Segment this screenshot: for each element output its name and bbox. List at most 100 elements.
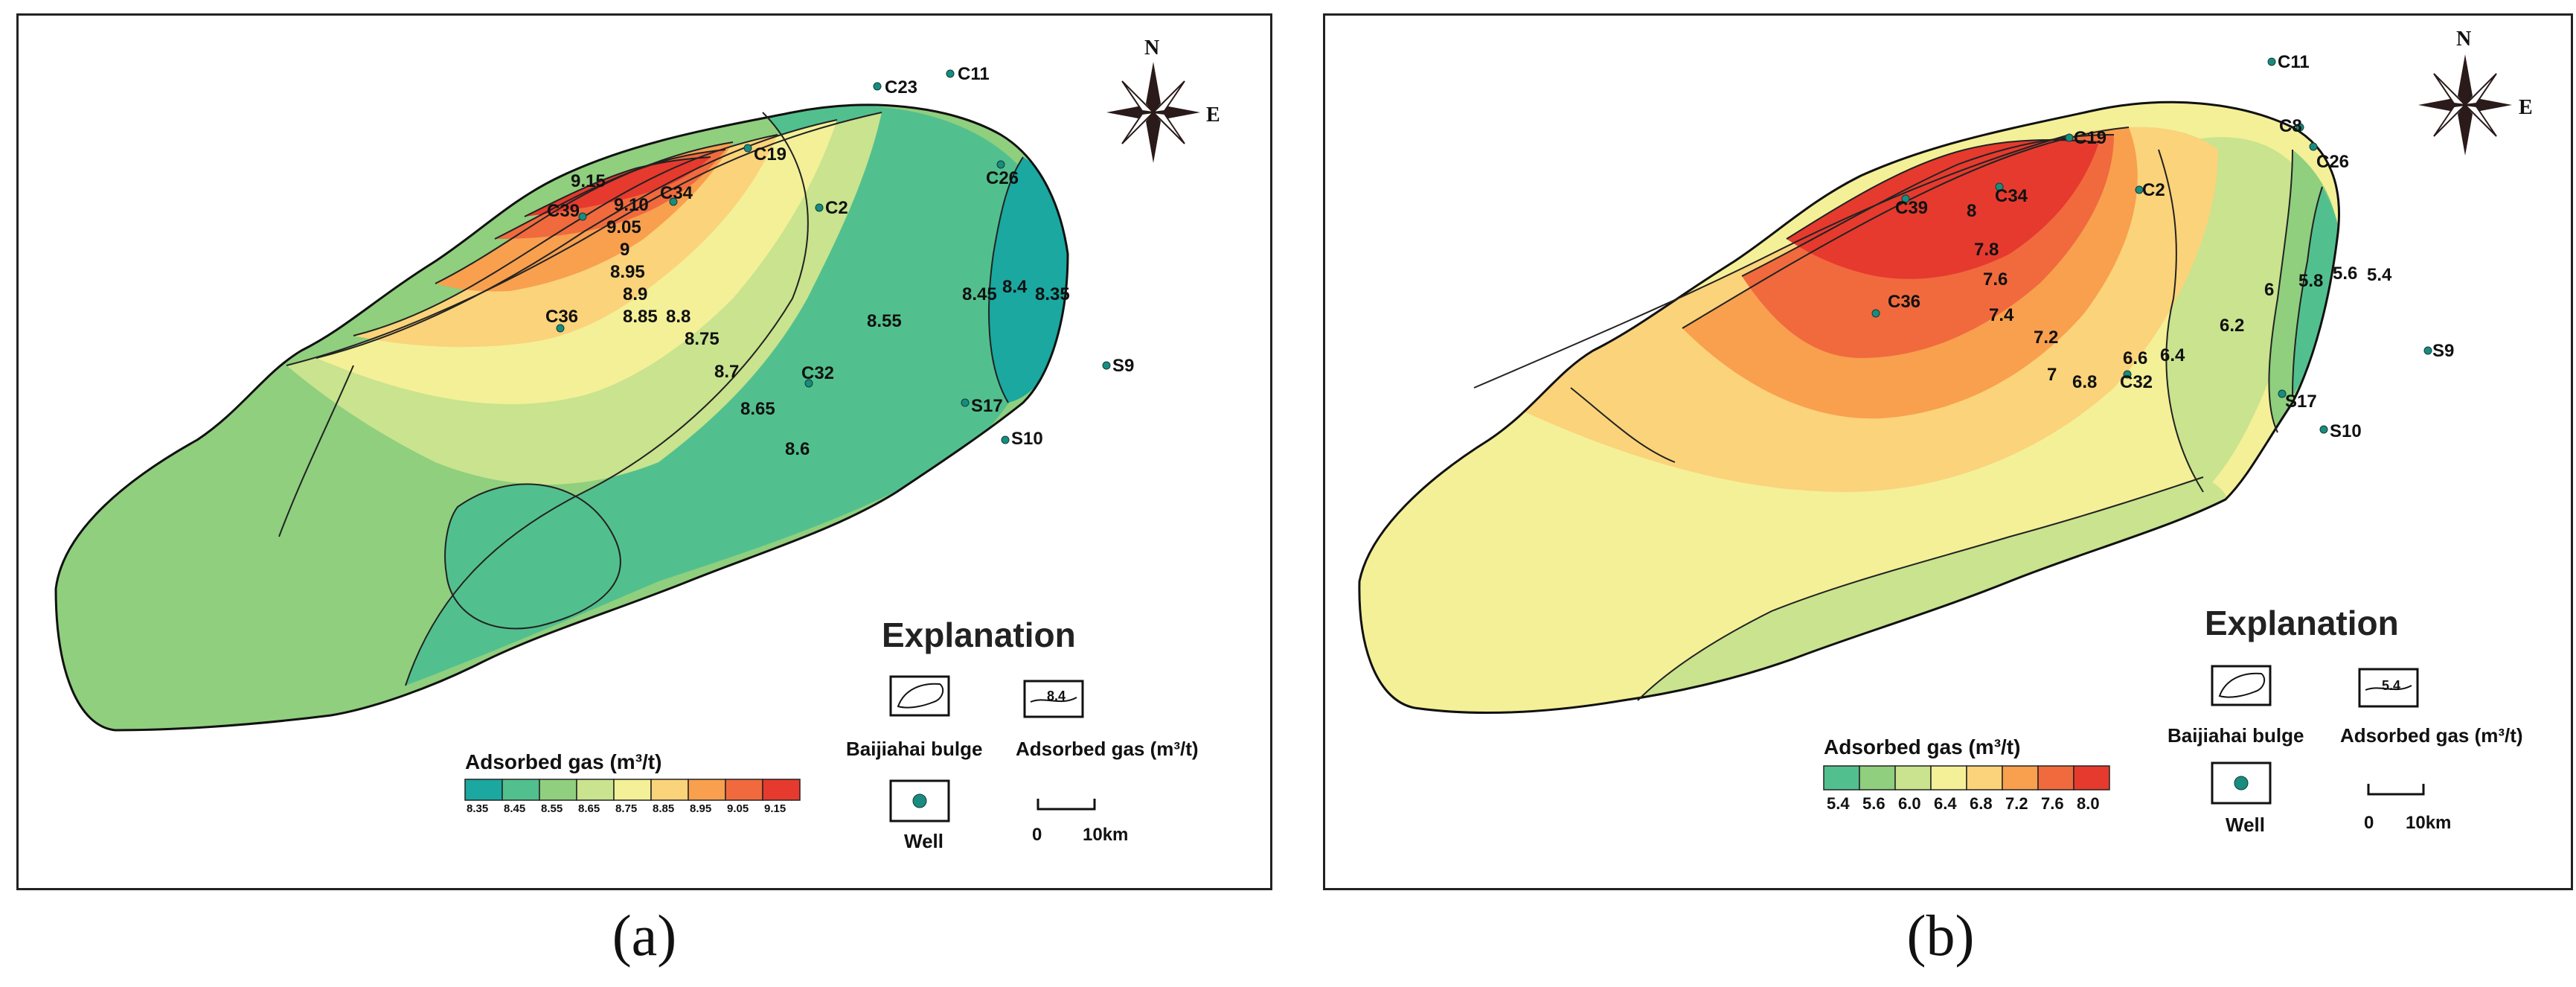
well-marker — [2295, 123, 2304, 132]
well-marker — [2267, 57, 2276, 66]
bulge-outline-icon — [897, 683, 944, 709]
contour-label: 7.2 — [2034, 328, 2058, 348]
scale-bar — [2367, 784, 2425, 796]
contour-label: 7.8 — [1974, 240, 1999, 260]
contour-label: 8.35 — [1035, 284, 1070, 304]
legend-value-label: 9.05 — [727, 802, 749, 815]
legend-values: 8.35 8.45 8.55 8.65 8.75 8.85 8.95 9.05 9.15 — [467, 802, 786, 815]
well-marker — [2123, 370, 2132, 379]
contour-label: 6.4 — [2160, 345, 2185, 365]
well-label: C34 — [1995, 186, 2028, 206]
contour-label: 6.8 — [2072, 372, 2097, 392]
well-marker — [946, 69, 955, 78]
well-label: C2 — [2142, 180, 2165, 200]
well-marker — [961, 398, 970, 407]
contour-label: 5.8 — [2298, 271, 2323, 291]
color-legend-b: Adsorbed gas (m³/t) 5.4 5.6 6.0 6.4 6.8 7.2 7.… — [1823, 735, 2110, 813]
contour-label: 8.7 — [714, 362, 739, 382]
well-icon — [912, 793, 927, 808]
compass-east-label: E — [2519, 96, 2533, 119]
legend-value-label: 6.4 — [1934, 794, 1957, 813]
well-marker — [1001, 435, 1010, 444]
map-panel-b: 8 7.8 7.6 7.4 7.2 7 6.8 6.6 6.4 6.2 6 5.… — [1323, 13, 2573, 890]
bulge-legend-box — [889, 675, 950, 717]
well-label: C39 — [547, 201, 580, 221]
contour-legend-label: Adsorbed gas (m³/t) — [2340, 724, 2523, 747]
scale-distance-label: 10km — [1083, 825, 1128, 845]
well-marker — [2065, 133, 2074, 142]
legend-swatch — [1823, 765, 1860, 790]
contour-sample-value: 8.4 — [1047, 689, 1066, 703]
legend-value-label: 8.65 — [578, 802, 600, 815]
contour-label: 8.4 — [1002, 277, 1028, 297]
contour-fill-b — [1359, 102, 2339, 713]
contour-label: 6.2 — [2220, 316, 2244, 336]
legend-swatch — [688, 779, 726, 801]
well-marker — [669, 197, 678, 206]
contour-labels-a: 9.15 9.10 9.05 9 8.95 8.9 8.85 8.8 8.75 … — [571, 171, 1070, 459]
legend-swatches — [464, 779, 801, 801]
legend-value-label: 5.6 — [1862, 794, 1885, 813]
legend-swatch — [613, 779, 652, 801]
well-marker — [2135, 185, 2144, 194]
contour-label: 8.8 — [666, 307, 691, 327]
panel-a-caption: (a) — [612, 903, 677, 968]
legend-values: 5.4 5.6 6.0 6.4 6.8 7.2 7.6 8.0 — [1827, 794, 2100, 813]
well-label: S17 — [2285, 392, 2317, 412]
legend-value-label: 8.0 — [2077, 794, 2100, 813]
well-label: S10 — [2330, 421, 2362, 441]
legend-value-label: 5.4 — [1827, 794, 1850, 813]
legend-value-label: 8.55 — [541, 802, 563, 815]
bulge-legend-box — [2211, 665, 2272, 706]
contour-legend-box — [2358, 668, 2419, 708]
contour-label: 9.10 — [614, 195, 649, 215]
well-label: C39 — [1895, 198, 1928, 218]
legend-value-label: 6.0 — [1898, 794, 1921, 813]
legend-title: Adsorbed gas (m³/t) — [1824, 735, 2020, 758]
well-label: C32 — [2120, 372, 2153, 392]
legend-swatch — [1930, 765, 1967, 790]
well-marker — [2309, 142, 2318, 151]
contour-labels-b: 8 7.8 7.6 7.4 7.2 7 6.8 6.6 6.4 6.2 6 5.… — [1967, 201, 2392, 392]
contour-label: 8.6 — [785, 439, 810, 459]
contour-label: 7 — [2047, 365, 2057, 385]
compass-north-label: N — [2456, 28, 2471, 51]
compass-rose-icon: N E — [1106, 36, 1220, 163]
well-label: C11 — [958, 64, 990, 84]
explanation-a: Explanation 8.4 Baijiahai bulge Adsorbed… — [846, 616, 1199, 852]
compass-north-label: N — [1144, 36, 1159, 60]
well-marker — [804, 379, 813, 388]
scale-zero-label: 0 — [1032, 825, 1042, 845]
explanation-title: Explanation — [882, 616, 1076, 654]
wells-a: C23 C11 C19 C34 C39 C2 C26 C36 C32 S17 S… — [545, 64, 1134, 449]
contour-label: 8.65 — [740, 399, 775, 419]
scale-zero-label: 0 — [2364, 813, 2374, 833]
well-legend-box — [889, 779, 950, 822]
legend-swatch — [650, 779, 689, 801]
scale-distance-label: 10km — [2406, 813, 2451, 833]
well-marker — [2278, 389, 2287, 398]
contour-label: 9.05 — [606, 217, 641, 237]
well-marker — [815, 203, 824, 212]
well-marker — [1102, 361, 1111, 370]
contour-label: 5.4 — [2367, 265, 2392, 285]
legend-swatch — [464, 779, 503, 801]
legend-swatch — [2037, 765, 2074, 790]
well-marker — [2319, 425, 2328, 434]
contour-label: 8.9 — [623, 284, 647, 304]
well-legend-label: Well — [2226, 814, 2265, 836]
contour-label: 9 — [620, 240, 629, 260]
well-marker — [2423, 346, 2432, 355]
well-label: C2 — [825, 198, 848, 218]
well-label: S9 — [2432, 341, 2454, 361]
contour-label: 8.75 — [685, 329, 720, 349]
contour-line-icon — [1030, 697, 1077, 703]
bulge-label: Baijiahai bulge — [846, 738, 983, 760]
contour-label: 8.55 — [867, 311, 902, 331]
map-a-svg: 9.15 9.10 9.05 9 8.95 8.9 8.85 8.8 8.75 … — [54, 36, 1220, 852]
contour-label: 8.45 — [962, 284, 997, 304]
well-label: C26 — [2316, 152, 2349, 172]
contour-label: 8.95 — [610, 262, 645, 282]
well-marker — [578, 212, 587, 221]
legend-swatch — [1966, 765, 2003, 790]
